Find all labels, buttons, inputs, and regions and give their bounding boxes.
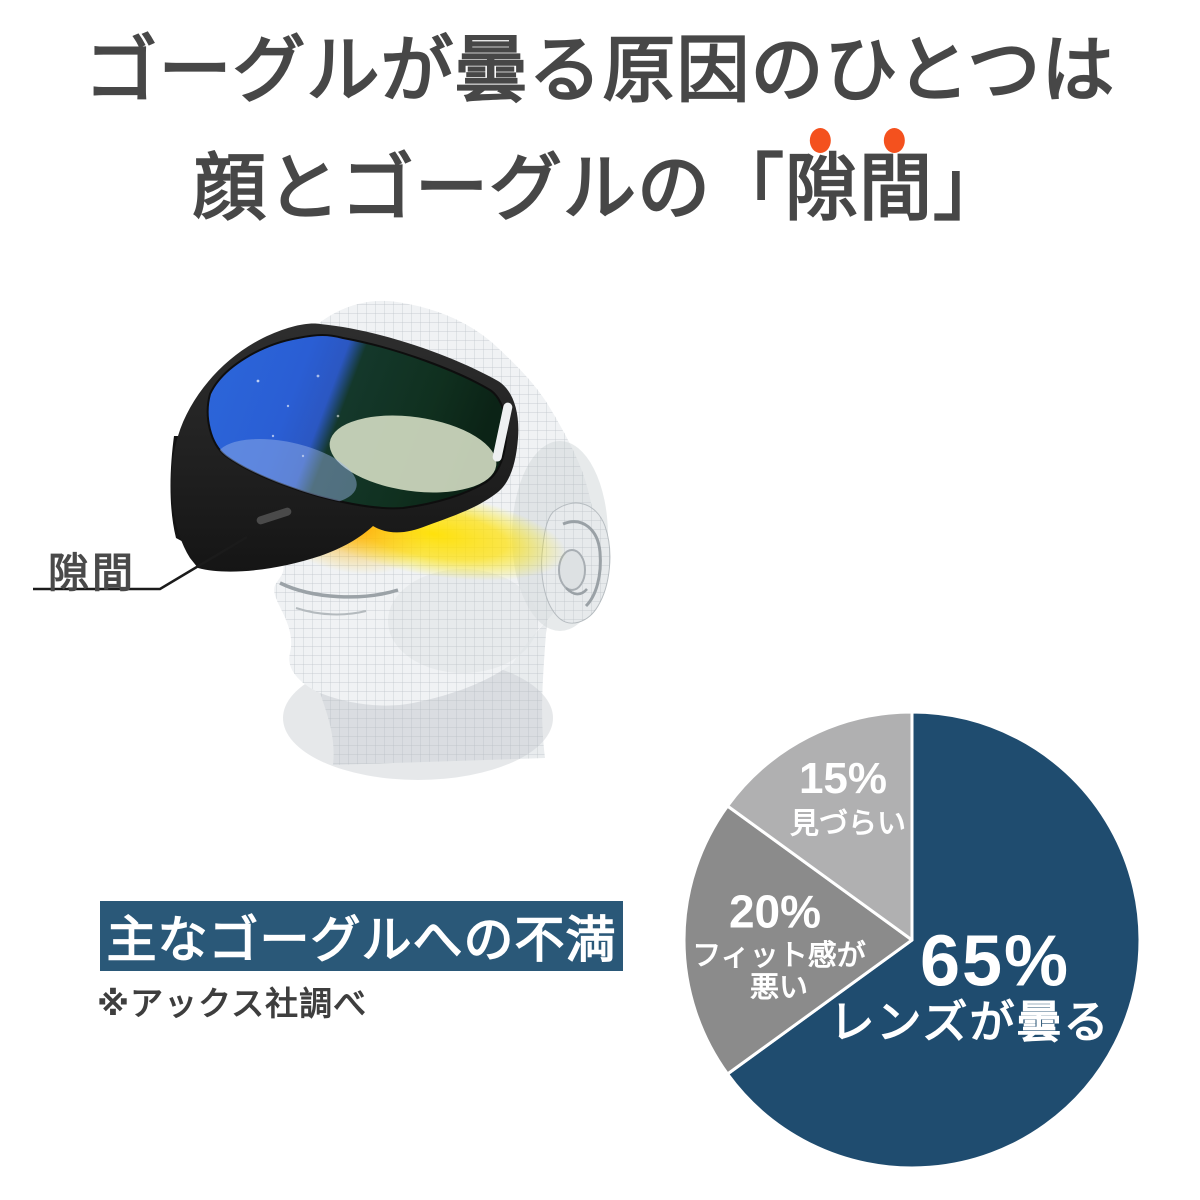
pie-pct-midzurai: 15% bbox=[798, 753, 888, 803]
complaints-pie-chart: 15% 見づらい 20% フィット感が悪い 65% レンズが曇る bbox=[677, 705, 1147, 1175]
ski-goggles bbox=[170, 323, 519, 572]
pie-label-midzurai: 見づらい bbox=[789, 808, 907, 841]
pie-pct-fit: 20% bbox=[728, 885, 822, 938]
gap-callout-line bbox=[33, 535, 248, 591]
pie-chart-svg bbox=[682, 710, 1142, 1170]
survey-source-note: ※アックス社調べ bbox=[97, 985, 368, 1022]
ear bbox=[541, 502, 611, 624]
pie-label-fit: フィット感が悪い bbox=[692, 940, 866, 1004]
emphasized-char-1: 隙 bbox=[785, 148, 859, 229]
pie-slice-1 bbox=[682, 804, 914, 1076]
gap-callout-label: 隙間 bbox=[48, 550, 136, 596]
emphasized-char-2: 間 bbox=[859, 148, 933, 229]
headline-line1: ゴーグルが曇る原因のひとつは bbox=[84, 30, 1116, 111]
goggle-head-illustration bbox=[170, 300, 611, 780]
headline-line2-post: 」 bbox=[933, 148, 1007, 229]
pie-label-fog: レンズが曇る bbox=[829, 996, 1111, 1048]
goggle-nose-vent bbox=[256, 507, 292, 525]
mouth-line bbox=[279, 581, 399, 599]
pie-slice-0 bbox=[726, 710, 1142, 1170]
pie-slice-2 bbox=[726, 710, 914, 942]
headline-line2-pre: 顔とゴーグルの「 bbox=[193, 148, 785, 229]
survey-banner: 主なゴーグルへの不満 bbox=[100, 901, 623, 971]
goggle-vent-slit bbox=[492, 402, 513, 462]
lower-lip-line bbox=[295, 607, 367, 616]
lens-reflections bbox=[215, 374, 497, 505]
headline-line2: 顔とゴーグルの「隙間」 bbox=[0, 152, 1200, 225]
pie-pct-fog: 65% bbox=[919, 921, 1071, 1002]
